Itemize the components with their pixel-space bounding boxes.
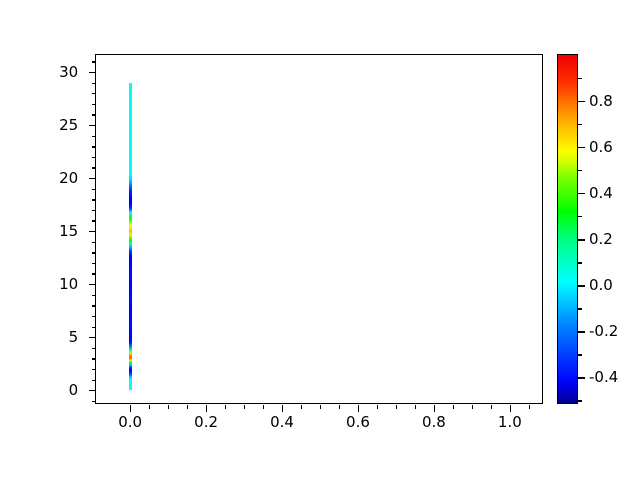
colorbar: 0.8 0.6 0.4 0.2 0.0 -0.2 -0.4 [557,54,618,404]
colorbar-tick-minor [577,308,582,310]
y-tick-minor [92,199,96,201]
y-tick-minor [92,379,96,381]
data-series-line [129,82,133,391]
colorbar-tick-major [577,285,585,287]
y-tick-label: 15 [59,222,79,241]
y-tick-minor [92,93,96,95]
x-tick-minor [338,405,341,409]
x-tick-minor [452,405,455,409]
y-tick-major [89,231,96,233]
y-tick-minor [92,347,96,350]
y-tick-minor [92,82,96,84]
colorbar-tick-label: -0.2 [589,322,619,341]
y-tick-minor [92,61,96,63]
y-tick-major [89,390,96,392]
x-tick-label: 0.0 [118,413,143,431]
y-tick-minor [92,167,96,169]
y-tick-minor [92,241,96,243]
y-tick-minor [92,146,96,148]
colorbar-tick-label: 0.6 [589,138,613,157]
colorbar-tick-major [577,331,585,333]
colorbar-tick-label: 0.4 [589,184,613,203]
y-tick-label: 25 [59,116,79,134]
y-tick-major [89,178,96,180]
colorbar-tick-major [577,193,585,195]
y-tick-minor [92,103,96,106]
x-tick-minor [376,405,379,409]
x-tick-label: 1.0 [497,413,522,431]
colorbar-tick-major [577,147,585,149]
y-tick-minor [92,156,96,159]
x-tick-minor [395,405,398,409]
y-tick-major [89,71,96,74]
y-tick-major [89,337,96,339]
y-tick-minor [92,294,96,296]
x-tick-major [282,405,284,412]
y-tick-minor [92,135,96,137]
x-tick-minor [263,405,265,409]
y-tick-minor [92,220,96,222]
colorbar-tick-minor [577,400,582,402]
y-tick-label: 20 [59,169,79,188]
x-tick-major [206,405,208,412]
colorbar-tick-major [577,377,585,379]
x-tick-label: 0.2 [194,413,219,431]
y-tick-minor [92,114,96,116]
y-tick-major [89,284,96,286]
x-tick-label: 0.6 [346,413,370,431]
x-tick-minor [225,405,227,409]
y-tick-minor [92,305,96,307]
y-tick-minor [92,188,96,190]
x-tick-label: 0.8 [421,413,446,431]
colorbar-tick-label: 0.0 [589,276,613,295]
colorbar-tick-label: -0.4 [589,368,619,387]
x-tick-minor [168,405,170,409]
plot-area [96,55,542,403]
x-tick-minor [320,405,322,409]
x-tick-major [130,405,132,412]
x-tick-major [357,405,360,412]
y-tick-minor [92,368,96,371]
x-tick-minor [149,405,151,409]
x-tick-minor [490,405,493,409]
x-tick-minor [187,405,189,409]
colorbar-tick-minor [577,124,582,126]
x-tick-minor [414,405,417,409]
y-tick-minor [92,358,96,360]
colorbar-tick-minor [577,216,582,218]
x-tick-major [433,405,436,412]
x-tick-major [509,405,512,412]
x-tick-minor [471,405,474,409]
plot-axes: 0 5 10 15 20 25 30 0.0 0.2 0.4 0.6 0.8 1.0 [59,54,543,431]
colorbar-tick-minor [577,170,582,172]
colorbar-tick-major [577,239,585,241]
y-tick-label: 10 [59,275,79,294]
y-tick-label: 5 [68,328,79,347]
y-tick-minor [92,326,96,328]
y-tick-minor [92,252,96,254]
y-tick-minor [92,400,96,403]
y-tick-minor [92,262,96,265]
colorbar-tick-major [577,101,585,103]
colorbar-tick-label: 0.8 [589,92,613,111]
colorbar-tick-label: 0.2 [589,230,613,249]
y-tick-major [89,125,96,127]
colorbar-tick-minor [577,262,582,264]
y-tick-minor [92,273,96,275]
colorbar-tick-minor [577,354,582,356]
y-tick-label: 30 [59,62,79,81]
colorbar-gradient [558,55,577,403]
x-tick-label: 0.4 [270,413,294,431]
colorbar-tick-minor [577,78,582,80]
y-tick-label: 0 [68,381,79,400]
y-tick-minor [92,315,96,318]
x-tick-minor [528,405,531,409]
y-tick-minor [92,209,96,212]
x-tick-minor [244,405,246,409]
x-tick-minor [301,405,303,409]
